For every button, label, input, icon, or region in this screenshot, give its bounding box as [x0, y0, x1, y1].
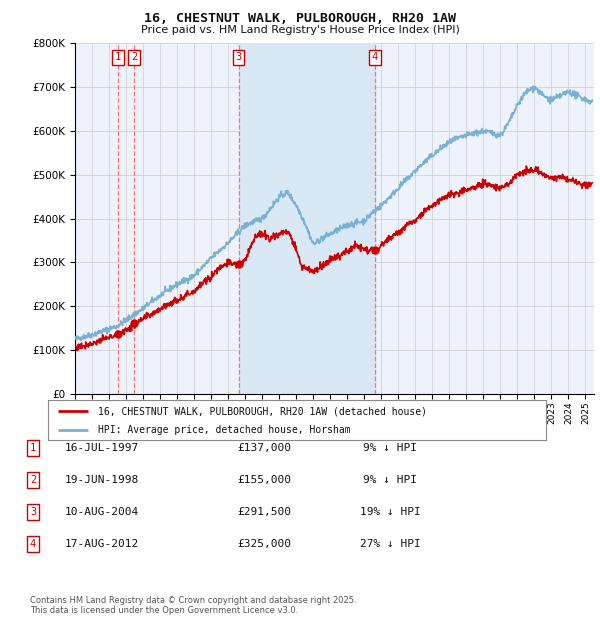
Text: 1: 1 — [30, 443, 36, 453]
Text: £137,000: £137,000 — [237, 443, 291, 453]
Text: £291,500: £291,500 — [237, 507, 291, 517]
Text: 16, CHESTNUT WALK, PULBOROUGH, RH20 1AW: 16, CHESTNUT WALK, PULBOROUGH, RH20 1AW — [144, 12, 456, 25]
Text: 2: 2 — [30, 475, 36, 485]
Text: 1: 1 — [115, 52, 121, 62]
Text: 10-AUG-2004: 10-AUG-2004 — [65, 507, 139, 517]
Text: Contains HM Land Registry data © Crown copyright and database right 2025.
This d: Contains HM Land Registry data © Crown c… — [30, 596, 356, 615]
Text: 9% ↓ HPI: 9% ↓ HPI — [363, 443, 417, 453]
Text: 27% ↓ HPI: 27% ↓ HPI — [359, 539, 421, 549]
Text: 3: 3 — [30, 507, 36, 517]
Text: 16-JUL-1997: 16-JUL-1997 — [65, 443, 139, 453]
Text: 16, CHESTNUT WALK, PULBOROUGH, RH20 1AW (detached house): 16, CHESTNUT WALK, PULBOROUGH, RH20 1AW … — [98, 406, 427, 416]
Text: 9% ↓ HPI: 9% ↓ HPI — [363, 475, 417, 485]
Text: 17-AUG-2012: 17-AUG-2012 — [65, 539, 139, 549]
Text: Price paid vs. HM Land Registry's House Price Index (HPI): Price paid vs. HM Land Registry's House … — [140, 25, 460, 35]
Bar — [239, 43, 375, 394]
Text: 4: 4 — [372, 52, 378, 62]
Text: HPI: Average price, detached house, Horsham: HPI: Average price, detached house, Hors… — [98, 425, 350, 435]
Text: 4: 4 — [30, 539, 36, 549]
Text: 2: 2 — [131, 52, 137, 62]
Text: £325,000: £325,000 — [237, 539, 291, 549]
Text: 19-JUN-1998: 19-JUN-1998 — [65, 475, 139, 485]
Text: £155,000: £155,000 — [237, 475, 291, 485]
Text: 19% ↓ HPI: 19% ↓ HPI — [359, 507, 421, 517]
Text: 3: 3 — [235, 52, 242, 62]
